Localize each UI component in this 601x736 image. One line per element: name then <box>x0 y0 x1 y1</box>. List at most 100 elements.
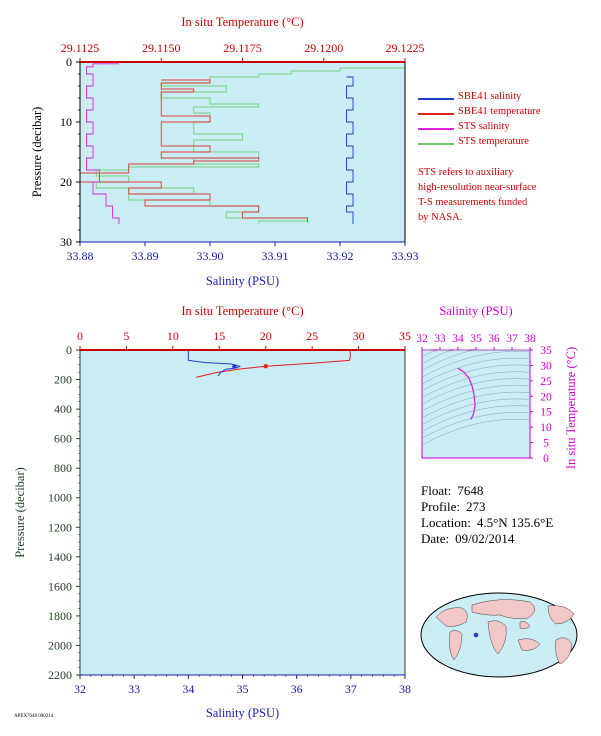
legend-item-sbe41-salinity: SBE41 salinity <box>418 91 541 106</box>
legend-swatch <box>418 143 454 145</box>
map-landmass <box>547 605 575 625</box>
float-value: 7648 <box>457 483 484 498</box>
location-row: Location: 4.5°N 135.6°E <box>421 515 553 531</box>
density-contour <box>421 385 531 412</box>
series-line-sbe41-salinity <box>187 350 242 377</box>
density-contour <box>421 419 531 446</box>
top-axis-tick-label: 30 <box>353 329 365 343</box>
bottom-axis-tick-label: 33.89 <box>132 249 159 263</box>
marker-sbe41-salinity <box>232 364 237 369</box>
ts-top-tick-label: 36 <box>488 333 500 345</box>
y-axis-tick-label: 2200 <box>48 668 72 682</box>
ts-right-tick-label: 15 <box>540 407 552 419</box>
footer-id: APEX7648 090214 <box>14 714 54 719</box>
bottom-axis-tick-label: 33.90 <box>197 249 224 263</box>
y-axis-title: Pressure (decibar) <box>30 107 44 198</box>
density-contour <box>421 349 449 358</box>
y-axis-tick-label: 20 <box>60 175 72 189</box>
series-line-sbe41-temperature <box>79 79 308 223</box>
top-axis-tick-label: 29.1200 <box>304 41 343 55</box>
ts-right-tick-label: 20 <box>540 391 552 403</box>
ts-top-tick-label: 32 <box>416 333 428 345</box>
top-axis-tick-label: 15 <box>213 329 225 343</box>
top-axis-tick-label: 10 <box>167 329 179 343</box>
density-contour <box>421 405 531 432</box>
y-axis-title: Pressure (decibar) <box>13 467 27 558</box>
ts-right-tick-label: 5 <box>543 438 549 450</box>
profile-label: Profile: <box>421 499 460 514</box>
bottom-axis-tick-label: 32 <box>74 682 86 696</box>
ts-right-tick-label: 10 <box>540 422 552 434</box>
legend-swatch <box>418 98 454 100</box>
profile-value: 273 <box>466 499 486 514</box>
bottom-axis-tick-label: 35 <box>237 682 249 696</box>
ts-top-tick-label: 38 <box>524 333 536 345</box>
density-contour <box>421 398 531 425</box>
ts-top-tick-label: 34 <box>452 333 464 345</box>
note-line: high-resolution near-surface <box>418 182 537 193</box>
legend-swatch <box>418 128 454 130</box>
bottom-axis-tick-label: 33.91 <box>262 249 289 263</box>
plot-area-full-profile <box>80 350 405 675</box>
sts-note: STS refers to auxiliary high-resolution … <box>418 165 598 225</box>
legend-item-sts-temperature: STS temperature <box>418 136 541 151</box>
date-label: Date: <box>421 531 450 546</box>
y-axis-tick-label: 1000 <box>48 491 72 505</box>
density-contour <box>421 349 467 364</box>
ts-right-tick-label: 0 <box>543 453 549 465</box>
bottom-axis-tick-label: 38 <box>399 682 411 696</box>
ts-right-tick-label: 25 <box>540 376 552 388</box>
map-landmass <box>471 599 535 619</box>
location-label: Location: <box>421 515 471 530</box>
top-axis-tick-label: 25 <box>306 329 318 343</box>
legend-swatch <box>418 113 454 115</box>
map-landmass <box>449 630 463 661</box>
note-line: T-S measurements funded <box>418 197 528 208</box>
density-contour <box>421 364 531 391</box>
top-axis-title: In situ Temperature (°C) <box>181 304 303 318</box>
top-axis-tick-label: 0 <box>77 329 83 343</box>
y-axis-tick-label: 2000 <box>48 638 72 652</box>
bottom-axis-tick-label: 36 <box>291 682 303 696</box>
y-axis-tick-label: 1200 <box>48 520 72 534</box>
date-row: Date: 09/02/2014 <box>421 531 553 547</box>
y-axis-tick-label: 800 <box>54 461 72 475</box>
top-axis-tick-label: 35 <box>399 329 411 343</box>
legend-label: STS salinity <box>458 121 510 132</box>
note-line: by NASA. <box>418 212 463 223</box>
map-landmass <box>487 620 507 655</box>
map-landmass <box>519 621 531 629</box>
series-line-sbe41-salinity <box>346 76 354 224</box>
y-axis-tick-label: 1400 <box>48 550 72 564</box>
date-value: 09/02/2014 <box>455 531 515 546</box>
bottom-axis-tick-label: 33 <box>128 682 140 696</box>
bottom-axis-title: Salinity (PSU) <box>206 706 279 720</box>
bottom-axis-tick-label: 33.92 <box>327 249 354 263</box>
bottom-axis-tick-label: 33.88 <box>67 249 94 263</box>
top-axis-tick-label: 29.1150 <box>142 41 181 55</box>
top-axis-tick-label: 20 <box>260 329 272 343</box>
top-axis-title: In situ Temperature (°C) <box>181 15 303 29</box>
density-contour <box>421 378 531 405</box>
location-value: 4.5°N 135.6°E <box>476 515 554 530</box>
ts-line <box>457 367 476 420</box>
bottom-axis-tick-label: 33.93 <box>392 249 419 263</box>
float-location-marker <box>473 632 479 638</box>
density-contour <box>421 412 531 439</box>
ts-right-tick-label: 30 <box>540 360 552 372</box>
y-axis-tick-label: 0 <box>66 343 72 357</box>
y-axis-tick-label: 400 <box>54 402 72 416</box>
bottom-axis-tick-label: 34 <box>182 682 194 696</box>
float-label: Float: <box>421 483 452 498</box>
density-contour <box>421 357 531 385</box>
legend-label: SBE41 salinity <box>458 91 522 102</box>
top-axis-tick-label: 5 <box>123 329 129 343</box>
profile-row: Profile: 273 <box>421 499 553 515</box>
legend-label: STS temperature <box>458 136 529 147</box>
density-contour <box>421 371 531 398</box>
ts-top-tick-label: 37 <box>506 333 518 345</box>
note-line: STS refers to auxiliary <box>418 167 514 178</box>
bottom-axis-tick-label: 37 <box>345 682 357 696</box>
top-axis-tick-label: 29.1225 <box>386 41 425 55</box>
